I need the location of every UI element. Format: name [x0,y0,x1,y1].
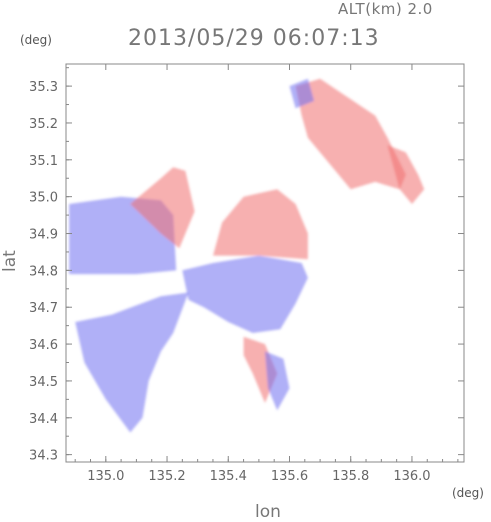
x-tick-label: 135.0 [87,469,124,484]
velocity-region-negative [289,78,314,109]
x-axis-label: lon [255,502,281,522]
velocity-region-negative [265,351,290,411]
velocity-field [69,78,425,433]
x-tick-label: 135.2 [148,469,185,484]
x-tick-label: 135.4 [210,469,247,484]
plot-frame [65,63,465,463]
y-tick-label: 34.5 [29,375,58,390]
chart-title: 2013/05/29 06:07:13 [128,26,380,51]
x-tick-label: 136.0 [393,469,430,484]
y-tick-label: 34.9 [29,228,58,243]
velocity-region-negative [75,292,189,433]
y-tick-label: 35.0 [29,191,58,206]
x-axis: 135.0 135.2 135.4 135.6 135.8 136.0 [74,64,459,484]
y-tick-label: 35.3 [29,80,58,95]
y-tick-label: 34.7 [29,301,58,316]
y-tick-label: 34.8 [29,264,58,279]
velocity-region-positive [130,167,195,249]
velocity-region-negative [182,255,308,333]
x-unit-label: (deg) [452,486,484,500]
y-tick-label: 34.4 [29,412,58,427]
y-tick-label: 35.2 [29,117,58,132]
plot-border [65,63,465,463]
y-tick-label: 34.3 [29,449,58,464]
velocity-region-positive [387,145,425,204]
y-tick-label: 35.1 [29,154,58,169]
altitude-label: ALT(km) 2.0 [338,0,433,18]
velocity-region-positive [295,78,406,190]
x-tick-label: 135.8 [332,469,369,484]
y-unit-label: (deg) [20,33,52,47]
y-axis: 34.3 34.4 34.5 34.6 34.7 34.8 34.9 35.0 35.1 35.2… [29,67,464,464]
y-tick-label: 34.6 [29,338,58,353]
velocity-region-positive [213,189,308,260]
x-tick-label: 135.6 [271,469,308,484]
